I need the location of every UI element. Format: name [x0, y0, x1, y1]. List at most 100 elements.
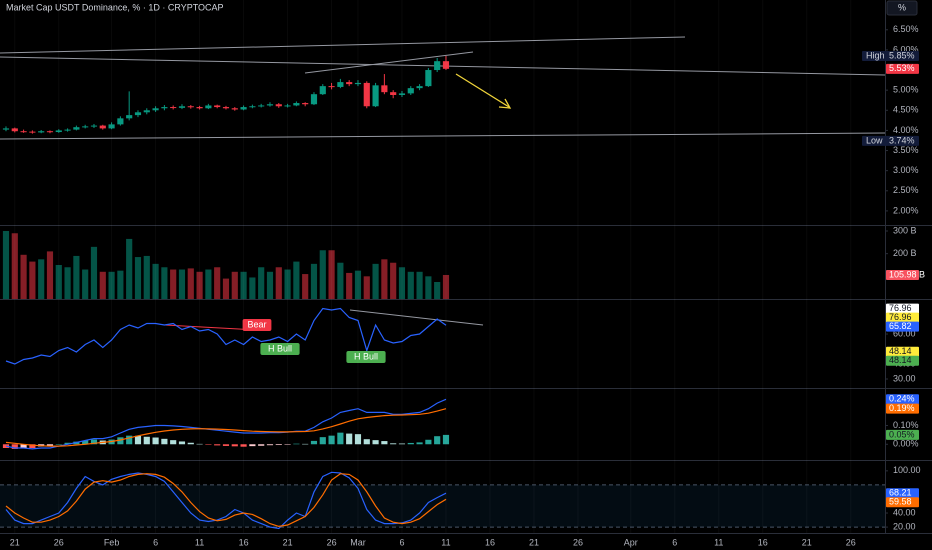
x-tick-label: 16: [758, 537, 768, 547]
histogram-bar: [258, 444, 265, 446]
y-tick-label: 60.00: [893, 328, 916, 338]
candle-body: [196, 107, 203, 109]
volume-bar: [363, 276, 370, 299]
y-tick-label: 20.00: [893, 521, 916, 531]
candle-body: [29, 131, 36, 133]
price-label: 76.96: [889, 312, 912, 322]
annotation: Bear: [247, 319, 266, 329]
x-tick-label: 26: [846, 537, 856, 547]
series-line: [5, 408, 447, 447]
candle-body: [354, 82, 362, 85]
histogram-bar: [161, 438, 168, 445]
x-tick-label: Apr: [624, 537, 638, 547]
histogram-bar: [205, 444, 212, 445]
volume-bar: [231, 271, 238, 299]
candle-body: [46, 131, 54, 133]
volume-bar: [240, 271, 247, 299]
y-tick-label: 300 B: [893, 225, 917, 235]
price-label-box: [862, 50, 919, 61]
histogram-bar: [319, 437, 326, 445]
chart-title: Market Cap USDT Dominance, % · 1D · CRYP…: [6, 2, 224, 12]
candle-body: [90, 125, 98, 127]
candle-body: [319, 86, 326, 95]
price-label: 0.19%: [889, 403, 915, 413]
candle-body: [205, 105, 212, 109]
volume-bar: [372, 263, 379, 299]
histogram-bar: [293, 443, 300, 445]
volume-bar: [337, 262, 344, 299]
band: [0, 484, 885, 528]
volume-bar: [178, 269, 186, 299]
volume-bar: [161, 267, 168, 299]
volume-bar: [293, 261, 300, 299]
candle-body: [266, 104, 274, 106]
price-label: 0.24%: [889, 394, 915, 404]
candle-body: [372, 85, 379, 107]
histogram-bar: [222, 444, 230, 446]
y-tick-label: 40.00: [893, 507, 916, 517]
volume-bar: [214, 267, 221, 299]
volume-bar: [354, 270, 362, 299]
volume-bar: [20, 254, 27, 299]
annotation: H Bull: [354, 351, 378, 361]
trend-line: [0, 56, 886, 76]
scale-button-label[interactable]: %: [898, 2, 906, 12]
candle-body: [55, 130, 62, 133]
histogram-bar: [425, 439, 432, 445]
y-tick-label: 3.50%: [893, 145, 919, 155]
x-tick-label: 6: [153, 537, 158, 547]
candle-body: [187, 106, 194, 108]
y-tick-label: 4.00%: [893, 125, 919, 135]
volume-bar: [442, 274, 450, 299]
pane-borders: [0, 0, 932, 534]
series-line: [5, 307, 447, 365]
candle-body: [143, 110, 150, 113]
series-line: [5, 471, 447, 530]
histogram-bar: [187, 442, 194, 445]
volume-bar: [205, 269, 212, 299]
volume-bar: [434, 281, 441, 299]
histogram-bar: [275, 444, 282, 446]
histogram-bar: [11, 444, 18, 449]
histogram-bar: [196, 443, 203, 445]
histogram-bar: [143, 436, 150, 445]
histogram-bar: [416, 442, 423, 445]
candle-body: [442, 61, 450, 69]
candle-body: [258, 105, 265, 107]
candle-body: [152, 108, 159, 111]
volume-bar: [390, 262, 397, 299]
y-tick-label: 2.00%: [893, 205, 919, 215]
volume-bar: [416, 271, 423, 299]
histogram-bar: [390, 443, 397, 445]
y-tick-label: 0.00%: [893, 439, 919, 449]
histogram-bar: [363, 439, 370, 445]
price-label-name: Low: [866, 135, 883, 145]
annotation: H Bull: [268, 343, 292, 353]
histogram-bar: [346, 433, 353, 445]
histogram-bar: [231, 444, 238, 447]
price-label-box: [886, 63, 919, 74]
x-tick-label: 26: [327, 537, 337, 547]
volume-bar: [381, 259, 388, 299]
candle-body: [99, 125, 106, 129]
x-tick-label: 26: [54, 537, 64, 547]
candle-body: [231, 108, 238, 110]
price-label: 5.53%: [889, 63, 915, 73]
volume-bar: [64, 267, 71, 299]
y-tick-label: 100.00: [893, 465, 921, 475]
price-label: 5.85%: [889, 50, 915, 60]
x-tick-label: Mar: [350, 537, 366, 547]
x-tick-label: 21: [283, 537, 293, 547]
volume-bar: [319, 250, 326, 299]
candle-body: [134, 112, 142, 116]
volume-bar: [398, 267, 406, 299]
histogram-bar: [240, 444, 247, 447]
candle-body: [108, 124, 115, 129]
scale-button[interactable]: [886, 0, 918, 16]
price-label-box: [886, 429, 919, 440]
candle-body: [293, 103, 300, 106]
y-tick-label: 4.50%: [893, 105, 919, 115]
volume-bar: [187, 268, 194, 299]
candle-body: [20, 131, 27, 133]
volume-bar: [152, 263, 159, 299]
